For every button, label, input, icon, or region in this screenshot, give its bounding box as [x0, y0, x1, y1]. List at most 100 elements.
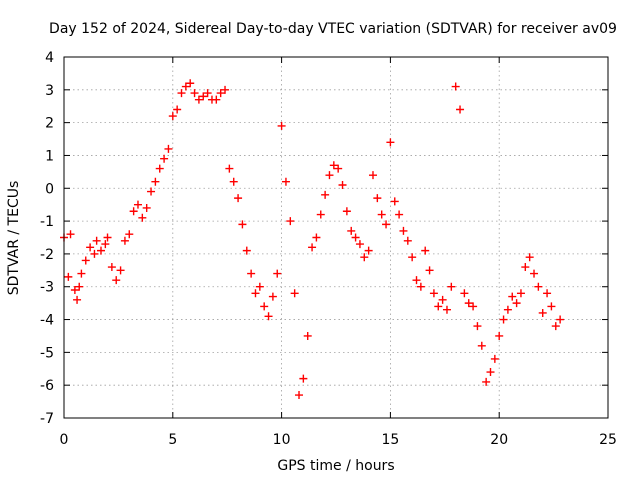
y-tick-label: -7	[40, 411, 54, 427]
data-point	[351, 233, 360, 242]
data-point	[151, 177, 160, 186]
data-point	[521, 263, 530, 272]
data-point	[86, 243, 95, 252]
data-point	[516, 289, 525, 298]
data-point	[329, 161, 338, 170]
data-point	[416, 282, 425, 291]
data-point	[377, 210, 386, 219]
data-point	[73, 295, 82, 304]
data-point	[525, 253, 534, 262]
y-tick-label: -5	[40, 345, 54, 361]
y-tick-label: 2	[45, 116, 54, 132]
grid-lines	[64, 57, 608, 418]
data-point	[290, 289, 299, 298]
data-point	[268, 292, 277, 301]
data-point	[160, 154, 169, 163]
data-point	[101, 240, 110, 249]
data-point	[390, 197, 399, 206]
data-point	[312, 233, 321, 242]
y-tick-label: 3	[45, 83, 54, 99]
data-point	[499, 315, 508, 324]
data-point	[456, 105, 465, 114]
data-point	[338, 180, 347, 189]
x-tick-label: 10	[273, 432, 291, 448]
data-point	[464, 299, 473, 308]
data-point	[321, 190, 330, 199]
data-points	[60, 79, 565, 400]
data-point	[460, 289, 469, 298]
data-point	[442, 305, 451, 314]
data-point	[547, 302, 556, 311]
data-point	[395, 210, 404, 219]
data-point	[96, 246, 105, 255]
data-point	[155, 164, 164, 173]
data-point	[125, 230, 134, 239]
data-point	[225, 164, 234, 173]
data-point	[164, 144, 173, 153]
data-point	[92, 236, 101, 245]
data-point	[421, 246, 430, 255]
x-axis-label: GPS time / hours	[277, 458, 394, 474]
data-point	[429, 289, 438, 298]
data-point	[438, 295, 447, 304]
data-point	[190, 89, 199, 98]
data-point	[538, 308, 547, 317]
data-point	[382, 220, 391, 229]
data-point	[138, 213, 147, 222]
data-point	[107, 263, 116, 272]
data-point	[142, 203, 151, 212]
data-point	[316, 210, 325, 219]
data-point	[364, 246, 373, 255]
x-tick-label: 0	[60, 432, 69, 448]
data-point	[543, 289, 552, 298]
y-axis-label: SDTVAR / TECUs	[6, 181, 22, 296]
data-point	[77, 269, 86, 278]
data-point	[355, 240, 364, 249]
data-point	[295, 391, 304, 400]
data-point	[530, 269, 539, 278]
data-point	[551, 322, 560, 331]
data-point	[168, 112, 177, 121]
data-point	[81, 256, 90, 265]
x-tick-label: 15	[381, 432, 399, 448]
data-point	[64, 272, 73, 281]
y-axis-ticks: -7 -6 -5 -4 -3 -2 -1 0 1 2 3 4	[40, 50, 608, 427]
data-point	[503, 305, 512, 314]
plot-frame	[63, 56, 609, 419]
data-point	[482, 377, 491, 386]
data-point	[273, 269, 282, 278]
data-point	[112, 276, 121, 285]
data-point	[133, 200, 142, 209]
data-point	[247, 269, 256, 278]
data-point	[386, 138, 395, 147]
data-point	[177, 89, 186, 98]
data-point	[473, 322, 482, 331]
data-point	[216, 89, 225, 98]
data-point	[334, 164, 343, 173]
data-point	[242, 246, 251, 255]
data-point	[451, 82, 460, 91]
data-point	[399, 226, 408, 235]
data-point	[490, 354, 499, 363]
data-point	[277, 121, 286, 130]
data-point	[534, 282, 543, 291]
y-tick-label: 0	[45, 181, 54, 197]
data-point	[103, 233, 112, 242]
data-point	[556, 315, 565, 324]
data-point	[495, 331, 504, 340]
data-point	[373, 194, 382, 203]
y-tick-label: 1	[45, 148, 54, 164]
data-point	[181, 82, 190, 91]
data-point	[186, 79, 195, 88]
data-point	[425, 266, 434, 275]
x-tick-label: 20	[490, 432, 508, 448]
x-axis-ticks: 0 5 10 15 20 25	[60, 57, 617, 448]
y-tick-label: -6	[40, 378, 54, 394]
data-point	[486, 368, 495, 377]
data-point	[229, 177, 238, 186]
data-point	[299, 374, 308, 383]
data-point	[412, 276, 421, 285]
data-point	[251, 289, 260, 298]
data-point	[325, 171, 334, 180]
